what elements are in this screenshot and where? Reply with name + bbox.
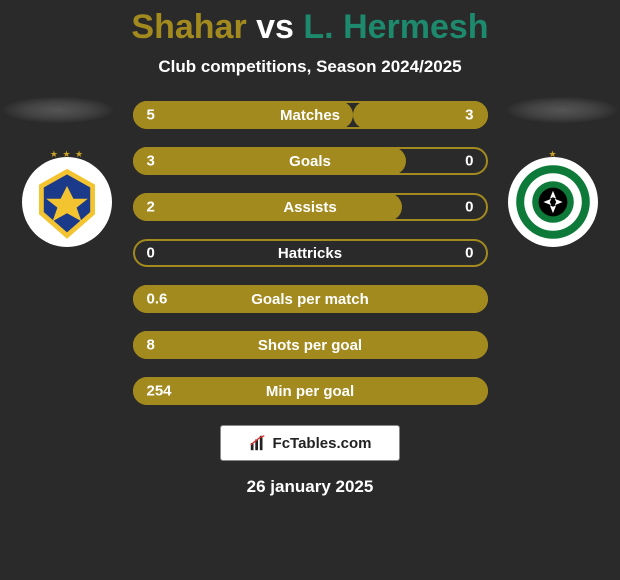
stat-value-right: 0 — [465, 199, 473, 216]
stat-label: Shots per goal — [258, 337, 362, 354]
stat-label: Hattricks — [278, 245, 342, 262]
club-crest-right: ★ — [508, 157, 598, 247]
fctables-text: FcTables.com — [273, 435, 372, 452]
stat-track: Min per goal — [133, 377, 488, 405]
stat-value-left: 5 — [147, 107, 155, 124]
stat-row-min-per-goal: Min per goal 254 — [133, 377, 488, 405]
stat-row-goals-per-match: Goals per match 0.6 — [133, 285, 488, 313]
stat-label: Matches — [280, 107, 340, 124]
stats-bars: Matches53Goals30Assists20Hattricks00Goal… — [133, 101, 488, 405]
shadow-right — [507, 97, 617, 123]
stat-row-assists: Assists 2 0 — [133, 193, 488, 221]
player2-name: L. Hermesh — [303, 8, 488, 46]
stat-value-left: 0 — [147, 245, 155, 262]
chart-icon — [249, 434, 267, 452]
stat-row-matches: Matches 5 3 — [133, 101, 488, 129]
stat-row-goals: Goals 3 0 — [133, 147, 488, 175]
stat-track: Assists — [133, 193, 488, 221]
stat-value: 8 — [147, 337, 155, 354]
content-area: ★ ★ ★ ★ Matches53Goals30Assists20Hattric… — [0, 101, 620, 497]
stat-value-left: 2 — [147, 199, 155, 216]
stat-value-left: 3 — [147, 153, 155, 170]
stat-value-right: 0 — [465, 153, 473, 170]
stat-label: Min per goal — [266, 383, 354, 400]
club-crest-left: ★ ★ ★ — [22, 157, 112, 247]
crest-left-stars: ★ ★ ★ — [50, 149, 84, 160]
stat-track: Goals — [133, 147, 488, 175]
crest-left-icon — [27, 162, 107, 242]
stat-value: 254 — [147, 383, 172, 400]
footer-date: 26 january 2025 — [0, 477, 620, 497]
crest-right-icon — [513, 162, 593, 242]
stat-label: Goals per match — [251, 291, 369, 308]
comparison-title: Shahar vs L. Hermesh — [0, 0, 620, 47]
stat-label: Goals — [289, 153, 331, 170]
stat-track: Goals per match — [133, 285, 488, 313]
stat-label: Assists — [283, 199, 336, 216]
stat-value: 0.6 — [147, 291, 168, 308]
vs-text: vs — [256, 8, 294, 46]
stat-value-right: 3 — [465, 107, 473, 124]
subtitle: Club competitions, Season 2024/2025 — [0, 57, 620, 77]
stat-track: Shots per goal — [133, 331, 488, 359]
stat-row-hattricks: Hattricks 0 0 — [133, 239, 488, 267]
shadow-left — [3, 97, 113, 123]
fctables-badge: FcTables.com — [220, 425, 400, 461]
stat-row-shots-per-goal: Shots per goal 8 — [133, 331, 488, 359]
stat-value-right: 0 — [465, 245, 473, 262]
crest-right-star: ★ — [548, 149, 557, 160]
player1-name: Shahar — [131, 8, 246, 46]
stat-track: Hattricks — [133, 239, 488, 267]
stat-track: Matches — [133, 101, 488, 129]
